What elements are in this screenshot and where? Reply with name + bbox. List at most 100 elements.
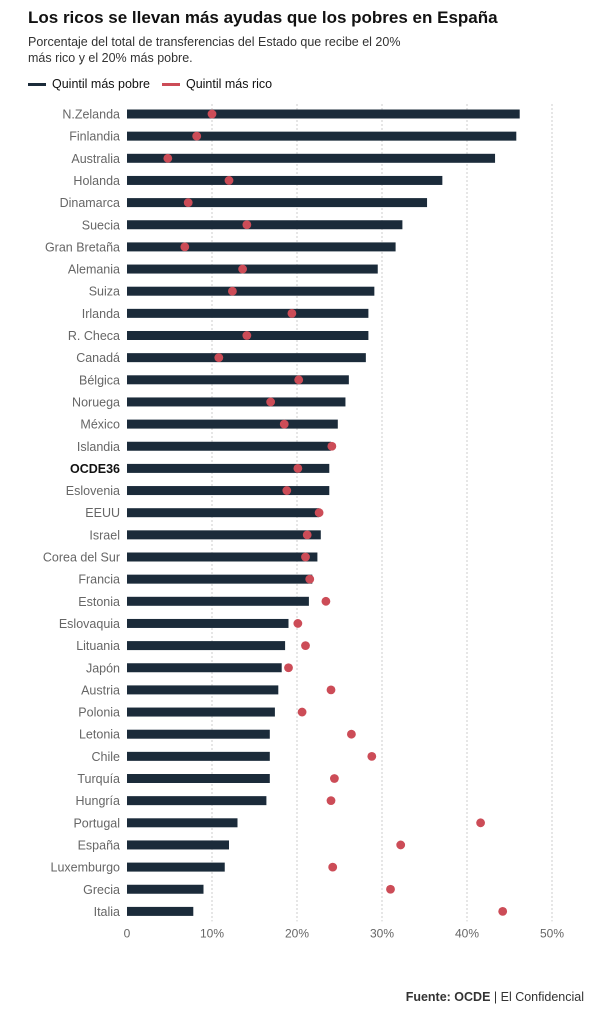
category-label: Corea del Sur <box>43 551 120 565</box>
x-tick-label: 10% <box>200 926 224 940</box>
category-label: Noruega <box>72 395 120 409</box>
x-tick-label: 20% <box>285 926 309 940</box>
bar-poor <box>127 109 520 119</box>
dot-rich <box>297 707 307 717</box>
bar-poor <box>127 685 279 695</box>
dot-rich <box>242 331 252 340</box>
category-label: Suecia <box>82 218 120 232</box>
dot-rich <box>321 596 331 606</box>
category-label: Islandia <box>77 440 120 454</box>
bar-poor <box>127 508 320 518</box>
category-label: Luxemburgo <box>51 861 121 875</box>
dot-rich <box>284 663 293 673</box>
dot-rich <box>279 419 289 429</box>
legend-label-rich: Quintil más rico <box>185 77 273 91</box>
bar-poor <box>127 574 313 584</box>
bar-poor <box>127 375 349 385</box>
dot-rich <box>224 176 234 185</box>
category-label: Eslovenia <box>66 484 120 498</box>
dot-rich <box>476 818 485 828</box>
bar-poor <box>127 198 428 208</box>
dot-rich <box>163 153 173 163</box>
category-label: México <box>80 418 120 432</box>
category-label: Hungría <box>76 794 121 808</box>
bar-poor <box>127 397 346 407</box>
category-label: EEUU <box>85 506 120 520</box>
bar-poor <box>127 308 369 318</box>
category-label: Letonia <box>79 728 120 742</box>
bar-poor <box>127 242 396 252</box>
category-label: R. Checa <box>68 329 120 343</box>
dot-rich <box>214 353 224 363</box>
category-label: Lituania <box>76 639 120 653</box>
bar-poor <box>127 774 270 783</box>
bar-poor <box>127 419 338 429</box>
bar-poor <box>127 552 318 562</box>
legend-swatch-poor <box>28 82 46 86</box>
legend-item-rich: Quintil más rico <box>161 77 273 91</box>
bar-poor <box>127 530 321 540</box>
category-label: España <box>78 838 120 852</box>
source-rest: | El Confidencial <box>490 990 584 1004</box>
x-tick-label: 30% <box>370 926 394 940</box>
dot-rich <box>238 264 248 274</box>
dot-rich <box>266 397 276 407</box>
dot-rich <box>314 508 324 518</box>
category-label: Finlandia <box>69 130 120 144</box>
category-label: Grecia <box>83 883 120 897</box>
bar-poor <box>127 751 270 761</box>
dot-rich <box>305 574 315 584</box>
bar-poor <box>127 641 286 651</box>
category-label: Eslovaquia <box>59 617 120 631</box>
bar-poor <box>127 818 238 828</box>
bar-poor <box>127 153 496 163</box>
dot-rich <box>367 751 377 761</box>
category-label: Suiza <box>89 285 120 299</box>
chart-subtitle: Porcentaje del total de transferencias d… <box>28 35 401 65</box>
bar-poor <box>127 840 229 850</box>
category-label: Austria <box>81 683 120 697</box>
bar-poor <box>127 286 375 296</box>
category-label: Dinamarca <box>60 196 120 210</box>
category-label: Estonia <box>78 595 120 609</box>
dot-rich <box>302 530 312 540</box>
bar-poor <box>127 596 309 606</box>
category-label: Portugal <box>73 816 120 830</box>
bar-poor <box>127 663 282 673</box>
dot-rich <box>293 619 303 628</box>
bar-poor <box>127 220 403 230</box>
dot-rich <box>330 774 339 783</box>
dot-rich <box>386 884 395 894</box>
category-label: Italia <box>94 905 120 919</box>
category-label: Francia <box>78 573 120 587</box>
x-tick-label: 50% <box>540 926 564 940</box>
category-label: Irlanda <box>82 307 120 321</box>
dot-rich <box>183 198 193 208</box>
legend-label-poor: Quintil más pobre <box>52 77 150 91</box>
x-tick-label: 0 <box>124 926 131 940</box>
category-label: Turquía <box>77 772 120 786</box>
bar-poor <box>127 796 267 806</box>
category-label: Alemania <box>68 263 120 277</box>
x-tick-label: 40% <box>455 926 479 940</box>
source-credit: Fuente: OCDE | El Confidencial <box>406 990 584 1004</box>
dot-rich <box>228 286 237 296</box>
chart-title: Los ricos se llevan más ayudas que los p… <box>28 8 498 27</box>
dot-rich <box>242 220 252 230</box>
category-label: Israel <box>89 528 120 542</box>
dot-rich <box>396 840 406 850</box>
category-label: Holanda <box>73 174 120 188</box>
bar-poor <box>127 441 331 451</box>
dot-rich <box>301 552 310 562</box>
dot-rich <box>327 441 337 451</box>
bar-poor <box>127 729 270 739</box>
category-label: Australia <box>71 152 120 166</box>
bar-poor <box>127 264 378 274</box>
category-label: Canadá <box>76 351 120 365</box>
dot-rich <box>294 375 304 385</box>
bar-poor <box>127 486 330 496</box>
bar-poor <box>127 353 366 363</box>
chart-area: 0 10% 20% 30% 40% 50% N.Zelanda Finlandia Austra… <box>43 104 564 940</box>
dot-rich <box>192 131 202 141</box>
bar-poor <box>127 906 194 916</box>
